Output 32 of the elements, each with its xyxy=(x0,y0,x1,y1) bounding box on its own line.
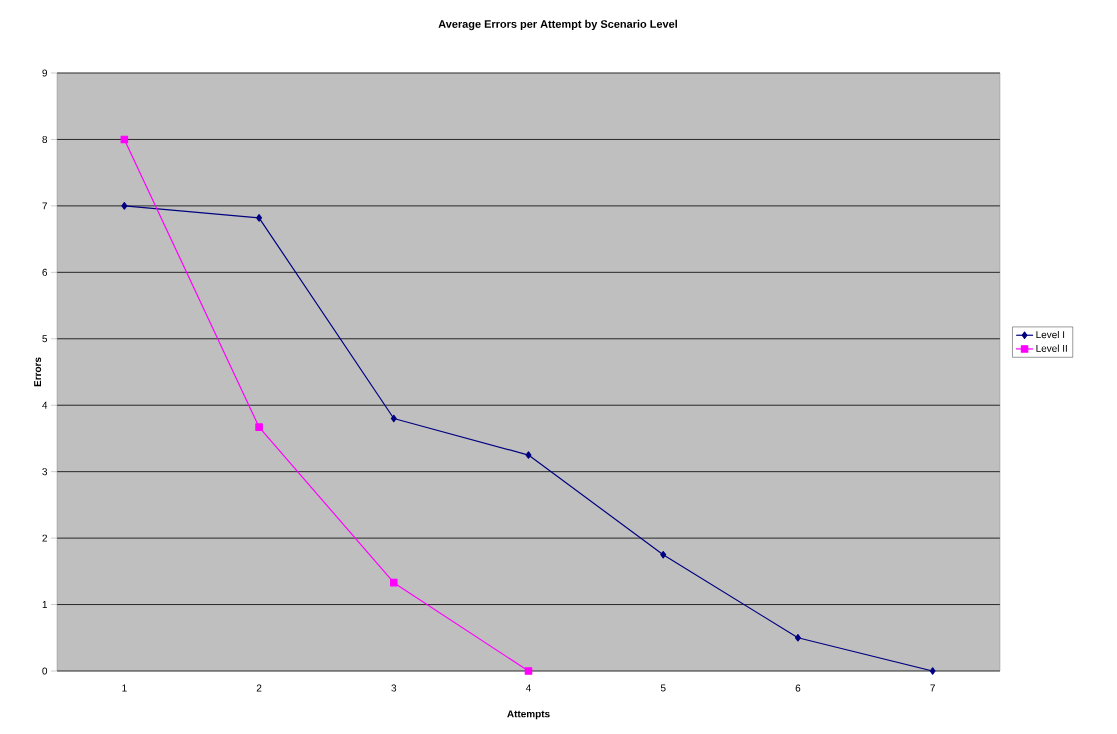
x-tick-label: 3 xyxy=(391,684,397,692)
legend-label: Level I xyxy=(1036,330,1065,339)
point xyxy=(390,578,398,587)
point xyxy=(525,451,532,459)
y-tick-label: 1 xyxy=(42,601,47,608)
point xyxy=(660,550,667,559)
y-tick-label: 5 xyxy=(42,335,48,343)
chart-title: Average Errors per Attempt by Scenario Level xyxy=(438,19,677,31)
y-tick-label: 7 xyxy=(42,202,47,210)
y-axis-title: Errors xyxy=(34,357,42,387)
y-tick-label: 2 xyxy=(42,534,47,542)
x-tick-label: 7 xyxy=(930,684,935,692)
point xyxy=(255,423,263,431)
x-tick-label: 6 xyxy=(795,684,801,692)
y-tick-label: 8 xyxy=(42,135,48,143)
y-tick-label: 6 xyxy=(42,268,48,276)
point xyxy=(794,633,801,642)
y-tick-label: 9 xyxy=(42,69,48,77)
y-tick-label: 4 xyxy=(42,401,48,409)
point xyxy=(929,667,936,675)
point xyxy=(256,214,263,222)
x-tick-label: 4 xyxy=(525,684,531,692)
legend-label: Level II xyxy=(1036,344,1067,352)
x-tick-label: 2 xyxy=(256,684,262,692)
y-tick-label: 0 xyxy=(42,667,48,675)
point xyxy=(390,414,397,423)
x-tick-label: 5 xyxy=(660,684,666,692)
point xyxy=(524,667,533,675)
x-tick-label: 1 xyxy=(122,684,127,692)
y-tick-label: 3 xyxy=(42,468,48,476)
x-axis-title: Attempts xyxy=(507,710,550,720)
point xyxy=(121,202,128,210)
